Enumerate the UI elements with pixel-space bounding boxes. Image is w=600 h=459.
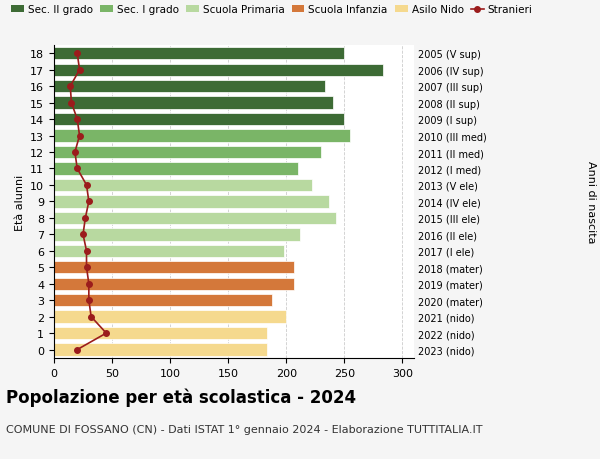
Bar (54, 48, 344, 60)
Bar (54, 146, 321, 159)
Bar (54, 262, 295, 274)
Text: COMUNE DI FOSSANO (CN) - Dati ISTAT 1° gennaio 2024 - Elaborazione TUTTITALIA.IT: COMUNE DI FOSSANO (CN) - Dati ISTAT 1° g… (6, 425, 482, 435)
Bar (54, 344, 266, 356)
Bar (54, 179, 312, 192)
Bar (54, 278, 295, 290)
Bar (54, 97, 333, 110)
Bar (54, 294, 272, 307)
Text: Popolazione per età scolastica - 2024: Popolazione per età scolastica - 2024 (6, 388, 356, 406)
Bar (54, 130, 350, 142)
Bar (54, 81, 325, 93)
Bar (54, 212, 336, 224)
Bar (54, 114, 344, 126)
Y-axis label: Età alunni: Età alunni (14, 174, 25, 230)
Bar (54, 327, 266, 340)
Bar (54, 163, 298, 175)
Legend: Sec. II grado, Sec. I grado, Scuola Primaria, Scuola Infanzia, Asilo Nido, Stran: Sec. II grado, Sec. I grado, Scuola Prim… (11, 5, 533, 15)
Bar (54, 311, 286, 323)
Bar (54, 229, 300, 241)
Text: Anni di nascita: Anni di nascita (586, 161, 596, 243)
Bar (54, 196, 329, 208)
Bar (54, 245, 284, 257)
Bar (54, 64, 383, 77)
